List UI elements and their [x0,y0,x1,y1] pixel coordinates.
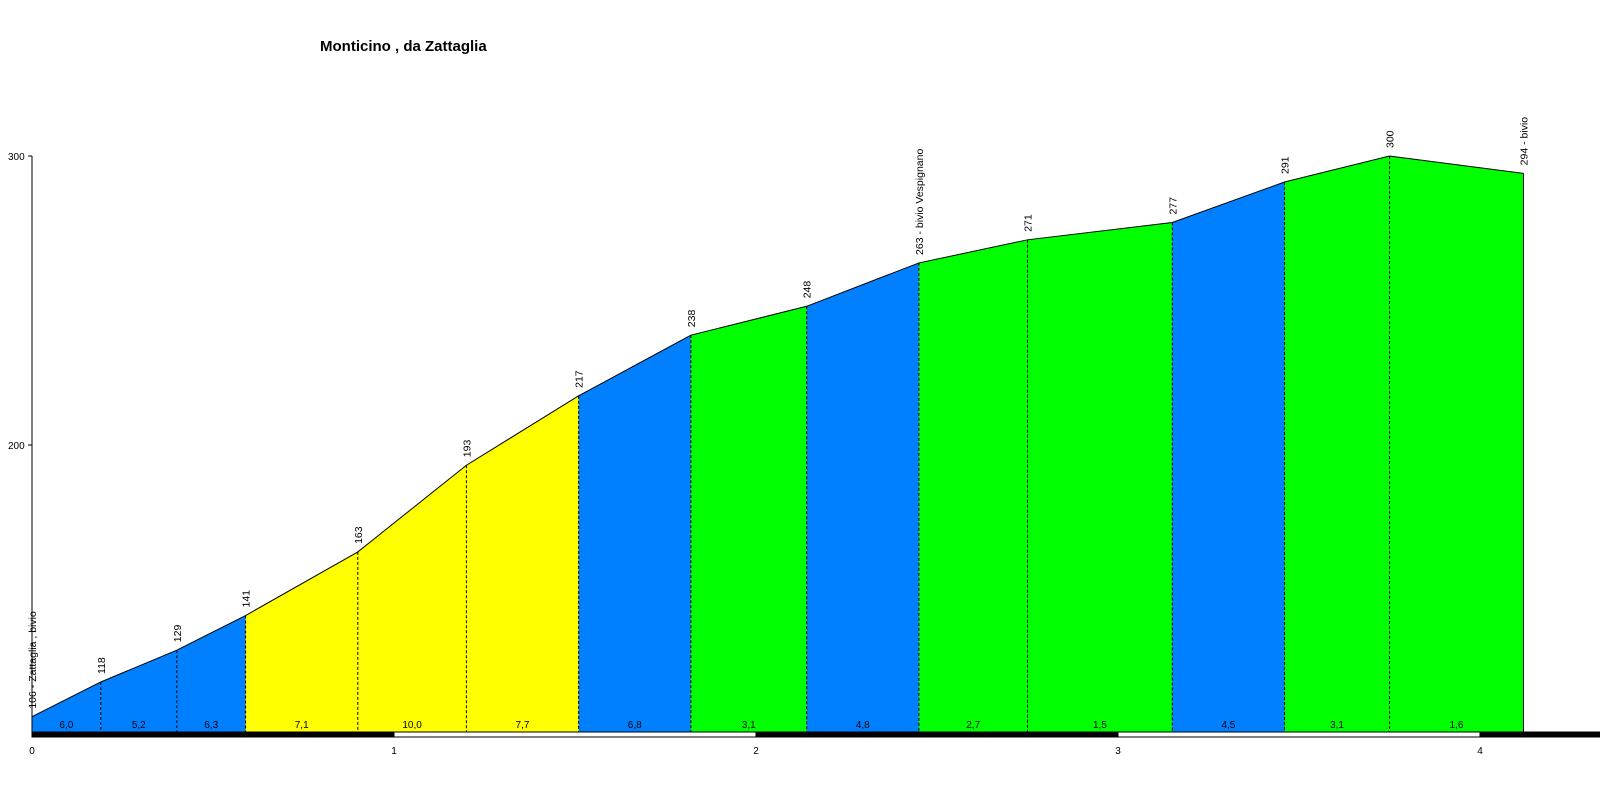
profile-segment [100,650,177,732]
grade-label: 6,3 [204,720,218,731]
profile-segment [176,615,246,732]
y-tick-label: 300 [8,152,25,163]
distance-bar-segment [1479,731,1600,738]
elevation-label: 141 [241,590,253,608]
y-tick-label: 200 [8,441,25,452]
profile-segment [1027,222,1173,732]
profile-segment [806,262,919,732]
profile-segment [32,681,101,732]
profile-outline [31,155,1524,718]
elevation-label: 277 [1167,197,1179,215]
elevation-label: 248 [802,281,814,299]
grade-label: 2,7 [966,720,980,731]
grade-label: 10,0 [402,720,422,731]
elevation-label: 217 [574,370,586,388]
distance-bar-segment [393,731,757,738]
distance-bar-segment [755,731,1119,738]
elevation-label: 163 [353,526,365,544]
elevation-label: 291 [1280,156,1292,174]
grade-label: 4,5 [1221,720,1235,731]
grade-label: 4,8 [856,720,870,731]
grade-label: 6,0 [59,720,73,731]
profile-segment [1172,182,1285,732]
profile-segment [1284,156,1390,732]
x-tick-label: 2 [753,746,759,757]
chart-title: Monticino , da Zattaglia [320,38,487,55]
grade-label: 7,7 [516,720,530,731]
elevation-label: 294 - bivio [1518,117,1530,166]
grade-label: 5,2 [132,720,146,731]
elevation-label: 300 [1385,130,1397,148]
x-tick-label: 1 [391,746,397,757]
elevation-label: 106 - Zattaglia , bivio [27,611,39,709]
elevation-label: 263 - bivio Vespignano [914,149,926,255]
grade-label: 3,1 [1330,720,1344,731]
profile-segment [466,395,579,732]
profile-segment [918,239,1028,732]
elevation-label: 129 [172,625,184,643]
profile-segment [245,551,358,732]
profile-segment [357,465,467,732]
profile-segment [578,335,691,732]
grade-label: 1,6 [1450,720,1464,731]
x-tick-label: 0 [29,746,35,757]
elevation-label: 238 [686,310,698,328]
grade-label: 3,1 [742,720,756,731]
grade-label: 7,1 [295,720,309,731]
grade-label: 1,5 [1093,720,1107,731]
x-tick-label: 4 [1477,746,1483,757]
x-tick-label: 3 [1115,746,1121,757]
profile-segment [1389,156,1524,732]
profile-segment [690,306,807,732]
grade-label: 6,8 [628,720,642,731]
elevation-label: 118 [96,657,108,674]
distance-bar-segment [31,731,395,738]
elevation-label: 271 [1023,214,1035,232]
elevation-label: 193 [461,440,473,458]
distance-bar-segment [1117,731,1481,738]
